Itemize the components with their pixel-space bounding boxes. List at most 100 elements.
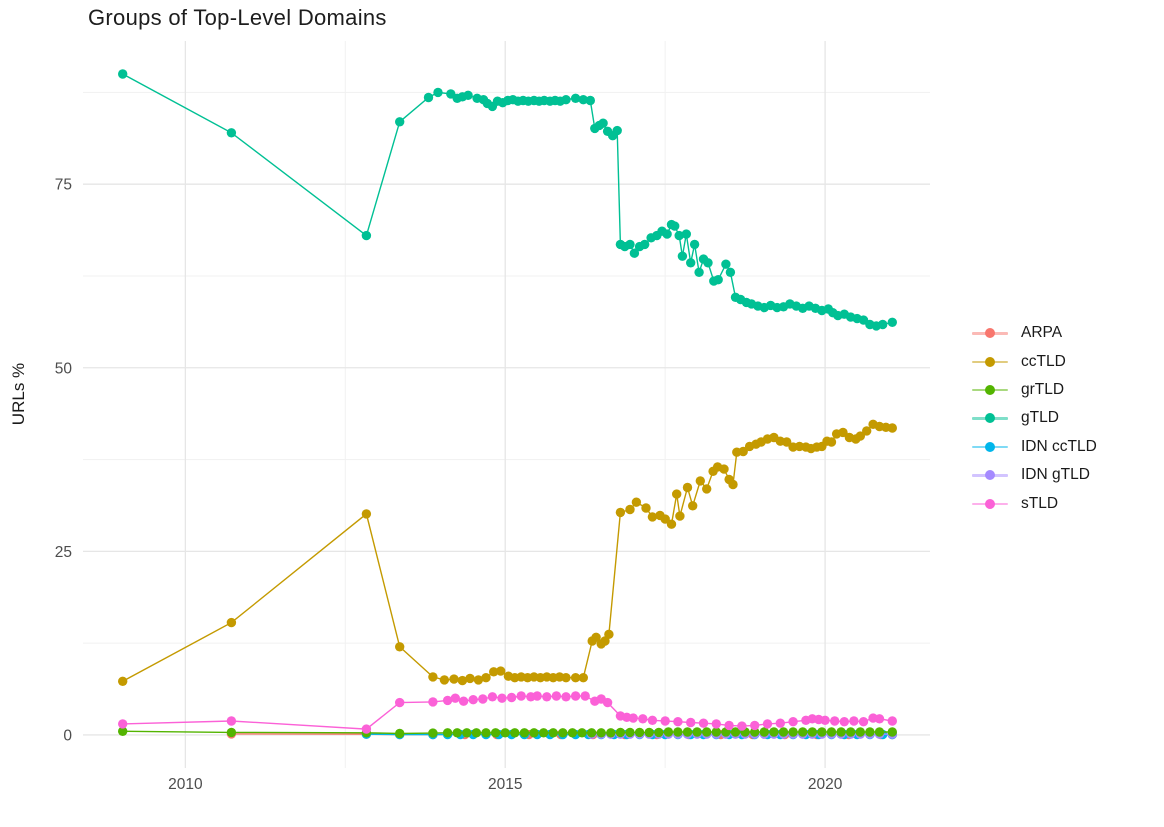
data-point-gTLD <box>570 93 581 104</box>
data-point-sTLD <box>442 695 453 706</box>
data-point-grTLD <box>759 727 769 737</box>
data-point-grTLD <box>500 728 510 738</box>
series-line-grTLD <box>122 730 893 735</box>
data-point-grTLD <box>634 727 645 738</box>
legend-key-icon <box>972 354 1008 370</box>
data-point-ccTLD <box>428 672 438 682</box>
data-point-grTLD <box>874 727 885 737</box>
data-point-sTLD <box>673 717 683 727</box>
chart-title: Groups of Top-Level Domains <box>88 5 387 30</box>
data-point-sTLD <box>686 717 696 728</box>
data-point-sTLD <box>638 714 648 724</box>
data-point-grTLD <box>586 728 597 738</box>
data-point-ccTLD <box>570 673 581 683</box>
legend-key-dot <box>985 413 995 424</box>
data-point-sTLD <box>660 716 670 726</box>
legend-key-dot <box>985 498 995 509</box>
data-point-gTLD <box>689 239 700 250</box>
data-point-sTLD <box>849 716 859 726</box>
data-point-ccTLD <box>489 667 499 677</box>
data-point-grTLD <box>807 727 817 737</box>
data-point-sTLD <box>602 697 613 708</box>
data-point-ccTLD <box>465 673 475 684</box>
data-point-gTLD <box>686 258 696 268</box>
data-point-sTLD <box>820 715 830 725</box>
data-point-ccTLD <box>826 437 837 447</box>
data-point-sTLD <box>580 691 590 701</box>
data-point-gTLD <box>725 267 736 277</box>
legend-item-ARPA: ARPA <box>972 319 1097 347</box>
data-point-grTLD <box>654 727 664 738</box>
data-point-sTLD <box>450 693 460 703</box>
data-point-grTLD <box>887 727 897 737</box>
data-point-sTLD <box>395 697 405 708</box>
legend-key-icon <box>972 496 1008 512</box>
data-point-grTLD <box>577 728 587 738</box>
legend-item-IDN-gTLD: IDN gTLD <box>972 461 1097 489</box>
data-point-sTLD <box>788 717 798 727</box>
data-point-ccTLD <box>682 482 693 493</box>
legend-item-label: ARPA <box>1021 324 1063 342</box>
data-point-sTLD <box>532 691 542 701</box>
data-point-gTLD <box>677 251 688 261</box>
data-point-ccTLD <box>395 642 405 652</box>
data-point-ccTLD <box>118 676 128 686</box>
data-point-ccTLD <box>641 503 651 513</box>
data-point-gTLD <box>640 239 650 250</box>
data-point-grTLD <box>548 728 558 738</box>
data-point-gTLD <box>118 69 128 79</box>
data-point-ccTLD <box>728 479 738 490</box>
data-point-gTLD <box>433 87 443 98</box>
legend-item-label: sTLD <box>1021 494 1059 512</box>
data-point-sTLD <box>118 719 128 729</box>
data-point-grTLD <box>702 727 712 737</box>
data-point-ccTLD <box>647 512 658 522</box>
data-point-ccTLD <box>449 674 459 684</box>
data-point-ccTLD <box>838 427 848 438</box>
data-point-ccTLD <box>695 476 705 486</box>
legend-item-grTLD: grTLD <box>972 376 1097 404</box>
y-tick-label: 75 <box>55 177 72 194</box>
data-point-grTLD <box>682 727 693 737</box>
data-point-grTLD <box>865 727 875 737</box>
data-point-sTLD <box>750 720 760 731</box>
legend-key-dot <box>985 441 995 452</box>
data-point-gTLD <box>395 117 405 127</box>
data-point-grTLD <box>788 727 798 737</box>
data-point-ccTLD <box>702 484 712 494</box>
data-point-grTLD <box>428 728 438 738</box>
x-tick-label: 2015 <box>488 776 522 793</box>
x-tick-label: 2020 <box>808 776 843 793</box>
data-point-sTLD <box>874 714 885 724</box>
legend-key-dot <box>985 384 995 395</box>
data-point-grTLD <box>558 728 568 738</box>
data-point-ccTLD <box>226 617 237 628</box>
data-point-gTLD <box>585 95 595 106</box>
data-point-grTLD <box>471 728 482 738</box>
data-point-sTLD <box>858 717 869 727</box>
data-point-grTLD <box>750 727 760 737</box>
legend-key-dot <box>985 328 995 339</box>
data-point-sTLD <box>839 717 849 727</box>
data-point-sTLD <box>762 719 773 729</box>
data-point-ccTLD <box>672 489 682 499</box>
data-point-gTLD <box>561 95 571 105</box>
data-point-ccTLD <box>719 464 729 474</box>
data-point-gTLD <box>662 229 672 239</box>
data-point-ccTLD <box>439 675 450 685</box>
data-point-grTLD <box>606 728 616 738</box>
legend-key-dot <box>985 356 995 367</box>
data-point-gTLD <box>625 239 635 250</box>
data-point-gTLD <box>629 248 640 258</box>
data-point-sTLD <box>561 692 571 702</box>
legend-item-IDN-ccTLD: IDN ccTLD <box>972 433 1097 461</box>
data-point-sTLD <box>468 695 478 705</box>
data-point-ccTLD <box>591 632 601 642</box>
data-point-sTLD <box>737 721 747 731</box>
data-point-grTLD <box>510 728 520 738</box>
data-point-sTLD <box>551 691 562 701</box>
data-point-gTLD <box>703 258 713 268</box>
data-point-ccTLD <box>688 501 698 511</box>
data-point-sTLD <box>506 692 517 703</box>
data-point-grTLD <box>118 726 128 736</box>
